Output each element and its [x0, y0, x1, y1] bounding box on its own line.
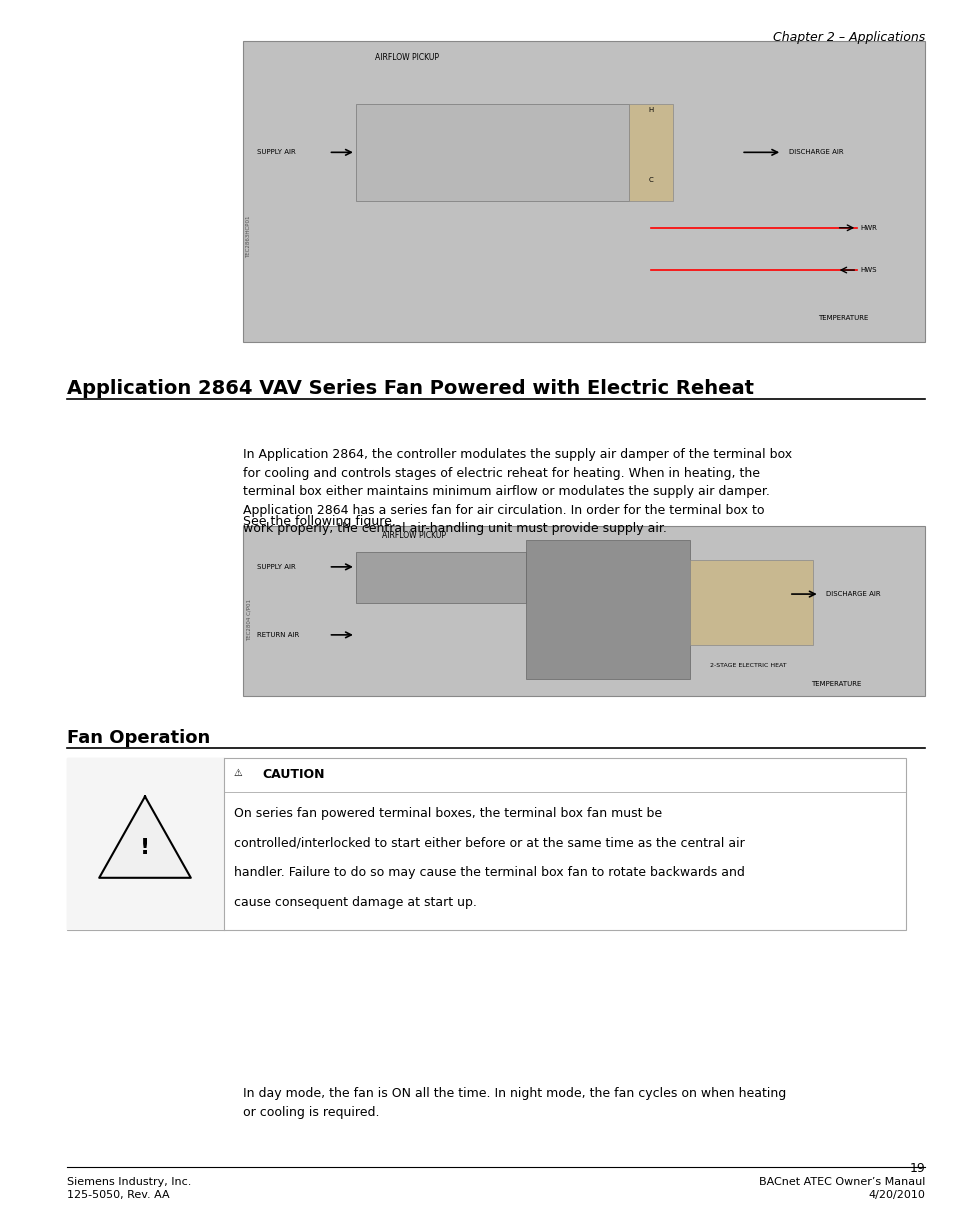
FancyBboxPatch shape: [67, 758, 905, 930]
Text: H: H: [648, 107, 653, 113]
Text: SUPPLY AIR: SUPPLY AIR: [256, 564, 295, 570]
Text: controlled/interlocked to start either before or at the same time as the central: controlled/interlocked to start either b…: [233, 837, 743, 850]
FancyBboxPatch shape: [355, 103, 628, 201]
Text: HWR: HWR: [860, 224, 877, 230]
FancyBboxPatch shape: [689, 561, 812, 646]
FancyBboxPatch shape: [628, 103, 672, 201]
Polygon shape: [99, 796, 191, 877]
Text: TEC2804 C/P01: TEC2804 C/P01: [246, 599, 251, 641]
FancyBboxPatch shape: [526, 540, 689, 679]
Text: cause consequent damage at start up.: cause consequent damage at start up.: [233, 896, 476, 909]
Text: TEC2863HCP01: TEC2863HCP01: [246, 216, 251, 257]
Text: !: !: [140, 838, 150, 857]
Text: Application 2864 VAV Series Fan Powered with Electric Reheat: Application 2864 VAV Series Fan Powered …: [67, 379, 753, 398]
Text: HWS: HWS: [860, 267, 876, 274]
Text: Chapter 2 – Applications: Chapter 2 – Applications: [772, 31, 924, 44]
Text: In day mode, the fan is ON all the time. In night mode, the fan cycles on when h: In day mode, the fan is ON all the time.…: [243, 1087, 785, 1119]
Text: On series fan powered terminal boxes, the terminal box fan must be: On series fan powered terminal boxes, th…: [233, 807, 661, 821]
FancyBboxPatch shape: [355, 552, 526, 602]
Text: DISCHARGE AIR: DISCHARGE AIR: [788, 149, 842, 155]
Text: C: C: [648, 176, 653, 182]
Text: 2-STAGE ELECTRIC HEAT: 2-STAGE ELECTRIC HEAT: [709, 663, 785, 668]
FancyBboxPatch shape: [243, 41, 924, 342]
Text: AIRFLOW PICKUP: AIRFLOW PICKUP: [375, 53, 438, 62]
Text: 19: 19: [908, 1162, 924, 1175]
Text: TEMPERATURE: TEMPERATURE: [811, 681, 861, 687]
FancyBboxPatch shape: [67, 758, 224, 930]
Text: In Application 2864, the controller modulates the supply air damper of the termi: In Application 2864, the controller modu…: [243, 448, 792, 536]
Text: 125-5050, Rev. AA: 125-5050, Rev. AA: [67, 1190, 170, 1200]
Text: AIRFLOW PICKUP: AIRFLOW PICKUP: [381, 531, 445, 540]
Text: Fan Operation: Fan Operation: [67, 729, 210, 748]
Text: TEMPERATURE: TEMPERATURE: [818, 315, 868, 322]
Text: 4/20/2010: 4/20/2010: [867, 1190, 924, 1200]
Text: BACnet ATEC Owner’s Manaul: BACnet ATEC Owner’s Manaul: [759, 1177, 924, 1186]
FancyBboxPatch shape: [243, 526, 924, 696]
Text: DISCHARGE AIR: DISCHARGE AIR: [825, 591, 881, 598]
Text: RETURN AIR: RETURN AIR: [256, 632, 299, 638]
Text: See the following figure.: See the following figure.: [243, 515, 395, 529]
Text: handler. Failure to do so may cause the terminal box fan to rotate backwards and: handler. Failure to do so may cause the …: [233, 866, 744, 880]
Text: SUPPLY AIR: SUPPLY AIR: [256, 149, 295, 155]
Text: ⚠: ⚠: [233, 768, 242, 777]
Text: Siemens Industry, Inc.: Siemens Industry, Inc.: [67, 1177, 191, 1186]
Text: CAUTION: CAUTION: [262, 768, 325, 781]
